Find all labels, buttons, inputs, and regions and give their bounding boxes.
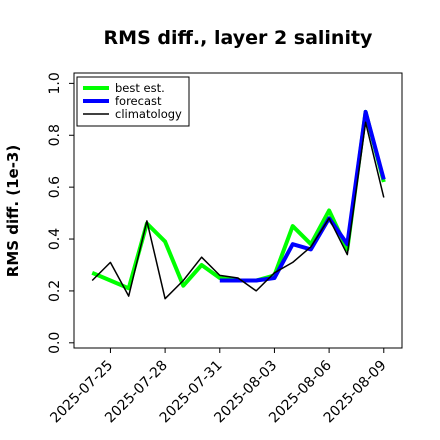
- chart-title: RMS diff., layer 2 salinity: [104, 27, 374, 49]
- series-layer: [91, 109, 386, 300]
- y-tick-label: 1.0: [47, 72, 63, 94]
- plot-frame: [73, 72, 403, 349]
- x-axis: 2025-07-252025-07-282025-07-312025-08-03…: [47, 348, 390, 426]
- y-tick-label: 0.6: [47, 176, 63, 198]
- series-line-1: [91, 109, 386, 291]
- legend-label: climatology: [115, 107, 182, 121]
- plot-area: [73, 72, 403, 349]
- y-tick-label: 0.2: [47, 280, 63, 302]
- series-line-2: [219, 109, 386, 283]
- series-line-3: [91, 121, 385, 300]
- y-axis: 0.0 0.2 0.4 0.6 0.8 1.0: [47, 72, 74, 354]
- y-tick-label: 0.4: [47, 228, 63, 250]
- y-axis-label: RMS diff. (1e-3): [4, 145, 22, 277]
- y-tick-label: 0.0: [47, 332, 63, 354]
- y-tick-label: 0.8: [47, 124, 63, 146]
- legend-label: forecast: [115, 94, 162, 108]
- legend-label: best est.: [115, 81, 165, 95]
